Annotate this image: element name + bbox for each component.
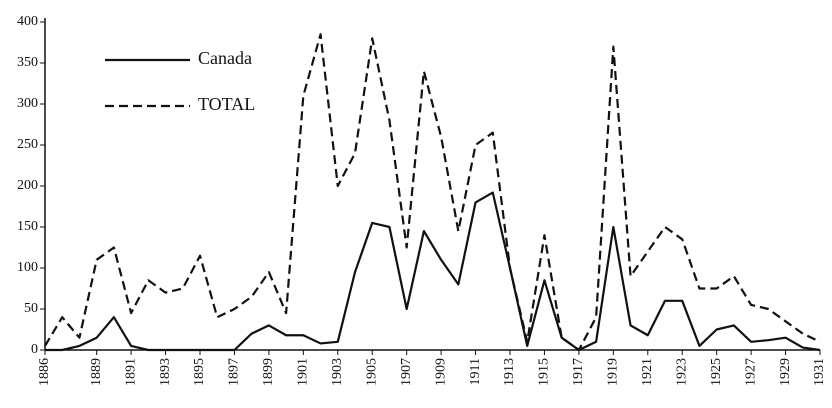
x-tick-label: 1923 [674, 358, 689, 386]
x-tick-label: 1895 [192, 358, 207, 386]
y-tick-label: 250 [17, 137, 38, 152]
legend-label: TOTAL [198, 94, 255, 114]
x-tick-label: 1911 [468, 358, 483, 385]
x-tick-label: 1915 [537, 358, 552, 386]
y-tick-label: 0 [31, 342, 38, 357]
x-tick-label: 1909 [433, 358, 448, 386]
y-tick-label: 200 [17, 178, 38, 193]
x-tick-label: 1929 [778, 358, 793, 386]
x-tick-label: 1919 [606, 358, 621, 386]
x-tick-label: 1901 [296, 358, 311, 386]
legend-label: Canada [198, 48, 252, 68]
x-tick-label: 1921 [640, 358, 655, 386]
line-series [45, 191, 821, 352]
y-tick-label: 350 [17, 55, 38, 70]
x-tick-label: 1917 [571, 358, 586, 386]
x-tick-label: 1886 [37, 358, 52, 386]
x-tick-label: 1927 [743, 358, 758, 386]
x-tick-label: 1891 [123, 358, 138, 386]
y-tick-label: 100 [17, 260, 38, 275]
x-tick-label: 1905 [364, 358, 379, 386]
x-tick-label: 1931 [812, 358, 827, 386]
x-tick-label: 1897 [227, 358, 242, 386]
y-tick-label: 50 [24, 301, 38, 316]
x-tick-label: 1899 [261, 358, 276, 386]
x-tick-label: 1913 [502, 358, 517, 386]
x-tick-label: 1893 [158, 358, 173, 386]
x-tick-label: 1925 [709, 358, 724, 386]
x-tick-label: 1889 [89, 358, 104, 386]
y-tick-label: 300 [17, 96, 38, 111]
x-tick-label: 1907 [399, 358, 414, 386]
y-tick-label: 400 [17, 14, 38, 29]
x-tick-label: 1903 [330, 358, 345, 386]
y-tick-label: 150 [17, 219, 38, 234]
line-series [44, 33, 821, 352]
